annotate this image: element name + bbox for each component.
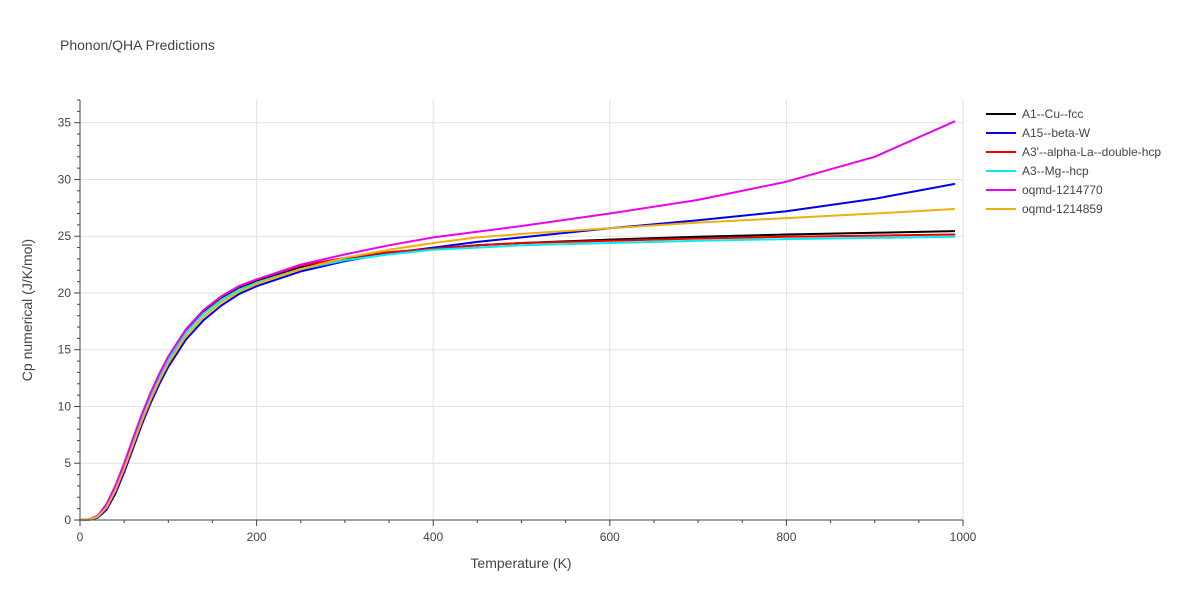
legend-label: A1--Cu--fcc: [1022, 107, 1083, 121]
legend-label: oqmd-1214770: [1022, 183, 1103, 197]
y-tick-label: 10: [58, 399, 72, 413]
legend-item[interactable]: oqmd-1214859: [986, 202, 1103, 216]
series-line-0: [79, 230, 956, 521]
chart-title: Phonon/QHA Predictions: [60, 37, 215, 53]
x-tick-label: 600: [600, 530, 620, 544]
y-tick-label: 0: [64, 513, 71, 527]
x-tick-label: 1000: [950, 530, 977, 544]
axes: 0 200 400 600 800 1000 0 5 10 15 20 25 30 35: [58, 99, 977, 544]
series-line-5: [79, 208, 956, 521]
series-line-1: [79, 183, 956, 521]
legend[interactable]: A1--Cu--fcc A15--beta-W A3'--alpha-La--dou…: [986, 107, 1161, 216]
y-tick-label: 20: [58, 286, 72, 300]
x-axis-label: Temperature (K): [470, 555, 571, 571]
y-tick-label: 5: [64, 456, 71, 470]
y-tick-label: 35: [58, 116, 72, 130]
series-line-2: [79, 233, 956, 521]
series-line-3: [79, 235, 956, 521]
x-tick-label: 400: [423, 530, 443, 544]
legend-item[interactable]: A15--beta-W: [986, 126, 1091, 140]
x-tick-label: 800: [776, 530, 796, 544]
legend-label: A3'--alpha-La--double-hcp: [1022, 145, 1161, 159]
legend-item[interactable]: A3--Mg--hcp: [986, 164, 1089, 178]
x-tick-label: 0: [77, 530, 84, 544]
legend-item[interactable]: A1--Cu--fcc: [986, 107, 1083, 121]
y-tick-label: 30: [58, 172, 72, 186]
series-lines: [79, 120, 956, 521]
legend-item[interactable]: oqmd-1214770: [986, 183, 1103, 197]
y-tick-label: 15: [58, 343, 72, 357]
legend-item[interactable]: A3'--alpha-La--double-hcp: [986, 145, 1161, 159]
series-line-4: [79, 120, 956, 521]
legend-label: oqmd-1214859: [1022, 202, 1103, 216]
y-tick-label: 25: [58, 229, 72, 243]
x-tick-label: 200: [247, 530, 267, 544]
y-axis-label: Cp numerical (J/K/mol): [19, 239, 35, 381]
legend-label: A3--Mg--hcp: [1022, 164, 1089, 178]
legend-label: A15--beta-W: [1022, 126, 1091, 140]
